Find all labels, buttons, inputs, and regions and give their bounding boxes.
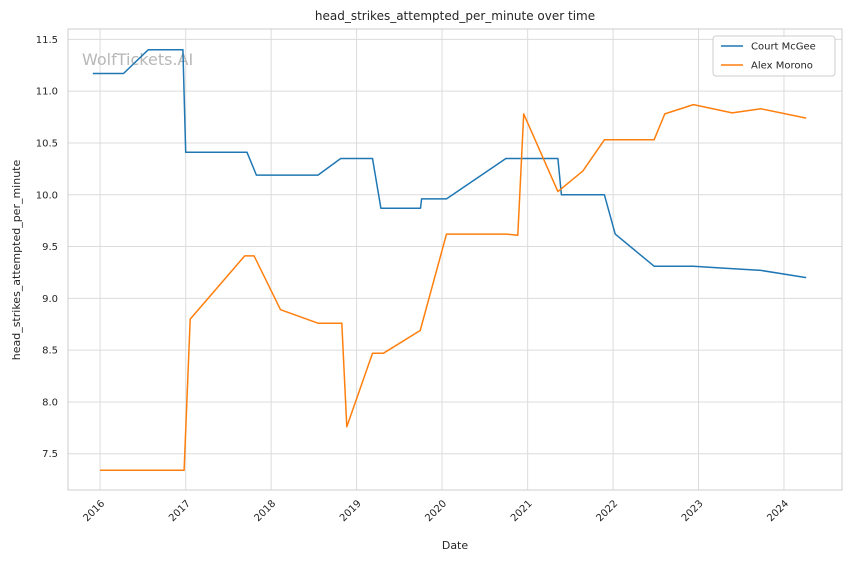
y-tick-label: 9.5 xyxy=(42,242,58,253)
gridlines xyxy=(68,29,842,490)
y-tick-label: 10.5 xyxy=(36,138,58,149)
series-line-0 xyxy=(92,48,807,279)
y-tick-label: 11.5 xyxy=(36,35,58,46)
x-axis-label: Date xyxy=(442,539,469,552)
y-tick-label: 8.5 xyxy=(42,346,58,357)
y-axis-label: head_strikes_attempted_per_minute xyxy=(10,160,23,361)
chart-title: head_strikes_attempted_per_minute over t… xyxy=(315,9,595,23)
series-line-1 xyxy=(100,103,807,472)
y-tick-label: 10.0 xyxy=(36,190,58,201)
y-tick-label: 9.0 xyxy=(42,294,58,305)
y-axis-ticks: 7.5 8.0 8.5 9.0 9.5 10.0 10.5 11.0 11.5 xyxy=(36,35,58,460)
legend-label: Court McGee xyxy=(751,42,816,53)
y-tick-label: 7.5 xyxy=(42,449,58,460)
y-tick-label: 11.0 xyxy=(36,87,58,98)
y-tick-label: 8.0 xyxy=(42,397,58,408)
legend-label: Alex Morono xyxy=(751,61,813,72)
series-layer xyxy=(92,48,807,472)
plot-frame xyxy=(67,28,843,491)
legend-box xyxy=(712,35,836,77)
legend: Court McGee Alex Morono xyxy=(712,35,836,77)
